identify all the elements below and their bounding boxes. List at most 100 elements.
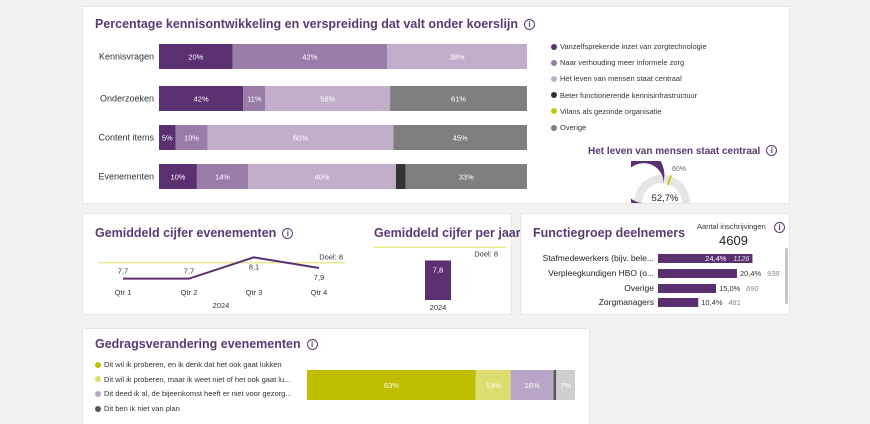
category-label: Onderzoeken <box>100 94 154 104</box>
bar-segment <box>390 86 527 111</box>
bar-segment <box>159 86 244 111</box>
bar-segment <box>393 125 527 150</box>
functiegroep-bar-chart: Stafmedewerkers (bijv. bele... 24,4% 1126 V… <box>543 253 780 307</box>
bar-segment-label: 60% <box>293 134 308 143</box>
bar-segment <box>207 125 394 150</box>
info-icon[interactable]: i <box>766 145 778 156</box>
count-label: 1126 <box>733 254 750 263</box>
bar-segment-label: 16% <box>525 381 540 390</box>
functiegroep-scrollbar[interactable] <box>785 248 788 304</box>
bar-segment-label: 13% <box>486 381 501 390</box>
bar-segment-label: 42% <box>302 53 317 62</box>
legend-item[interactable]: Naar verhouding meer informele zorg <box>551 58 684 67</box>
gauge-target-marker <box>666 175 672 186</box>
gedragsverandering-title-text: Gedragsverandering evenementen <box>95 337 301 351</box>
x-tick-label: Qtr 4 <box>311 288 328 297</box>
gauge-title-text: Het leven van mensen staat centraal <box>588 146 761 157</box>
bar-segment-label: 40% <box>315 173 330 182</box>
bar-segment-label: 38% <box>450 53 465 62</box>
count-label: 690 <box>746 284 759 293</box>
category-label: Content items <box>98 133 154 143</box>
bar-segment <box>553 370 557 400</box>
legend-label: Vilans als gezonde organisatie <box>560 106 662 116</box>
bar-segment <box>405 164 527 189</box>
bar-segment <box>307 370 476 400</box>
bar-segment-label: 45% <box>453 134 468 143</box>
legend-label: Het leven van mensen staat centraal <box>560 74 682 84</box>
info-icon[interactable]: i <box>306 339 318 350</box>
legend-item[interactable]: Het leven van mensen staat centraal <box>551 74 682 83</box>
legend-dot-icon <box>551 108 557 115</box>
legend-dot-icon <box>95 361 101 368</box>
info-icon[interactable]: i <box>282 228 294 239</box>
bar-segment-label: 5% <box>162 134 173 143</box>
gemiddeld-per-jaar-title: Gemiddeld cijfer per jaar <box>374 226 521 240</box>
legend-item[interactable]: Dit ben ik niet van plan <box>95 404 180 413</box>
bar-segment-label: 20% <box>188 53 203 62</box>
legend-dot-icon <box>95 405 101 412</box>
bar <box>425 260 451 300</box>
bar-segment <box>556 370 575 400</box>
kennisontwikkeling-card: Percentage kennisontwikkeling en verspre… <box>82 6 790 204</box>
kennisontwikkeling-title-text: Percentage kennisontwikkeling en verspre… <box>95 17 519 31</box>
kennisontwikkeling-title: Percentage kennisontwikkeling en verspre… <box>95 17 536 31</box>
legend-dot-icon <box>551 124 557 131</box>
legend-item[interactable]: Vanzelfsprekende inzet van zorgtechnolog… <box>551 42 707 51</box>
bar-segment <box>475 370 511 400</box>
gemiddeld-evenementen-title-text: Gemiddeld cijfer evenementen <box>95 226 277 240</box>
bar-segment-label: 42% <box>194 95 209 104</box>
bar-segment <box>387 44 527 69</box>
bar-segment-label: 10% <box>170 173 185 182</box>
gauge-value-arc <box>631 161 665 203</box>
pct-label: 24,4% <box>705 254 727 263</box>
functiegroep-title-text: Functiegroep deelnemers <box>533 226 686 240</box>
pct-label: 20,4% <box>740 269 762 278</box>
functiegroep-title: Functiegroep deelnemers <box>533 226 685 240</box>
x-tick-label: 2024 <box>430 303 447 312</box>
gedragsverandering-card: Gedragsverandering evenementen i Dit wil … <box>82 328 590 424</box>
gemiddeld-per-jaar-bar-chart: 7,8 Doel: 8 2024 <box>374 246 506 312</box>
bar-segment <box>395 164 406 189</box>
x-year-label: 2024 <box>213 301 230 310</box>
x-tick-label: Qtr 2 <box>181 288 198 297</box>
legend-item[interactable]: Vilans als gezonde organisatie <box>551 107 662 116</box>
category-label: Kennisvragen <box>99 52 154 62</box>
series-line <box>123 256 320 280</box>
legend-label: Overige <box>560 123 587 132</box>
legend-item[interactable]: Dit deed ik al, de bijeenkomst heeft er … <box>95 389 292 398</box>
bar-segment <box>196 164 249 189</box>
bar-segment <box>159 125 176 150</box>
data-label: 7,8 <box>433 265 443 274</box>
category-label: Evenementen <box>98 172 154 182</box>
data-label: 8,1 <box>249 262 259 271</box>
bar <box>658 269 737 278</box>
info-icon[interactable]: i <box>524 19 536 30</box>
bar-segment <box>159 164 197 189</box>
bar-segment <box>243 86 266 111</box>
info-icon[interactable]: i <box>774 222 785 233</box>
legend-label: Dit deed ik al, de bijeenkomst heeft er … <box>104 389 292 399</box>
category-label: Overige <box>624 283 654 293</box>
legend-dot-icon <box>551 43 557 50</box>
legend-dot-icon <box>95 390 101 397</box>
bar-segment-label: 61% <box>451 95 466 104</box>
bar-segment-label: 33% <box>459 173 474 182</box>
legend-item[interactable]: Dit wil ik proberen, en ik denk dat het … <box>95 360 282 369</box>
bar <box>658 298 699 307</box>
data-label: 7,7 <box>118 267 128 276</box>
legend-item[interactable]: Overige <box>551 123 586 132</box>
bar-segment-label: 63% <box>384 381 399 390</box>
pct-label: 15,0% <box>719 284 741 293</box>
legend-label: Beter functionerende kennisinfrastructuu… <box>560 90 698 100</box>
bar-segment <box>510 370 554 400</box>
legend-label: Naar verhouding meer informele zorg <box>560 58 685 68</box>
legend-item[interactable]: Dit wil ik proberen, maar ik weet niet o… <box>95 375 290 384</box>
functiegroep-card: Functiegroep deelnemers Aantal inschrijv… <box>520 213 790 315</box>
legend-label: Dit wil ik proberen, maar ik weet niet o… <box>104 374 291 384</box>
bar-segment-label: 7% <box>560 381 571 390</box>
gauge-title: Het leven van mensen staat centraal i <box>588 145 778 157</box>
bar-segment <box>232 44 388 69</box>
gedragsverandering-stacked-bar: 63% 13% 16% 7% <box>307 370 575 400</box>
legend-dot-icon <box>551 75 557 82</box>
legend-item[interactable]: Beter functionerende kennisinfrastructuu… <box>551 91 697 100</box>
